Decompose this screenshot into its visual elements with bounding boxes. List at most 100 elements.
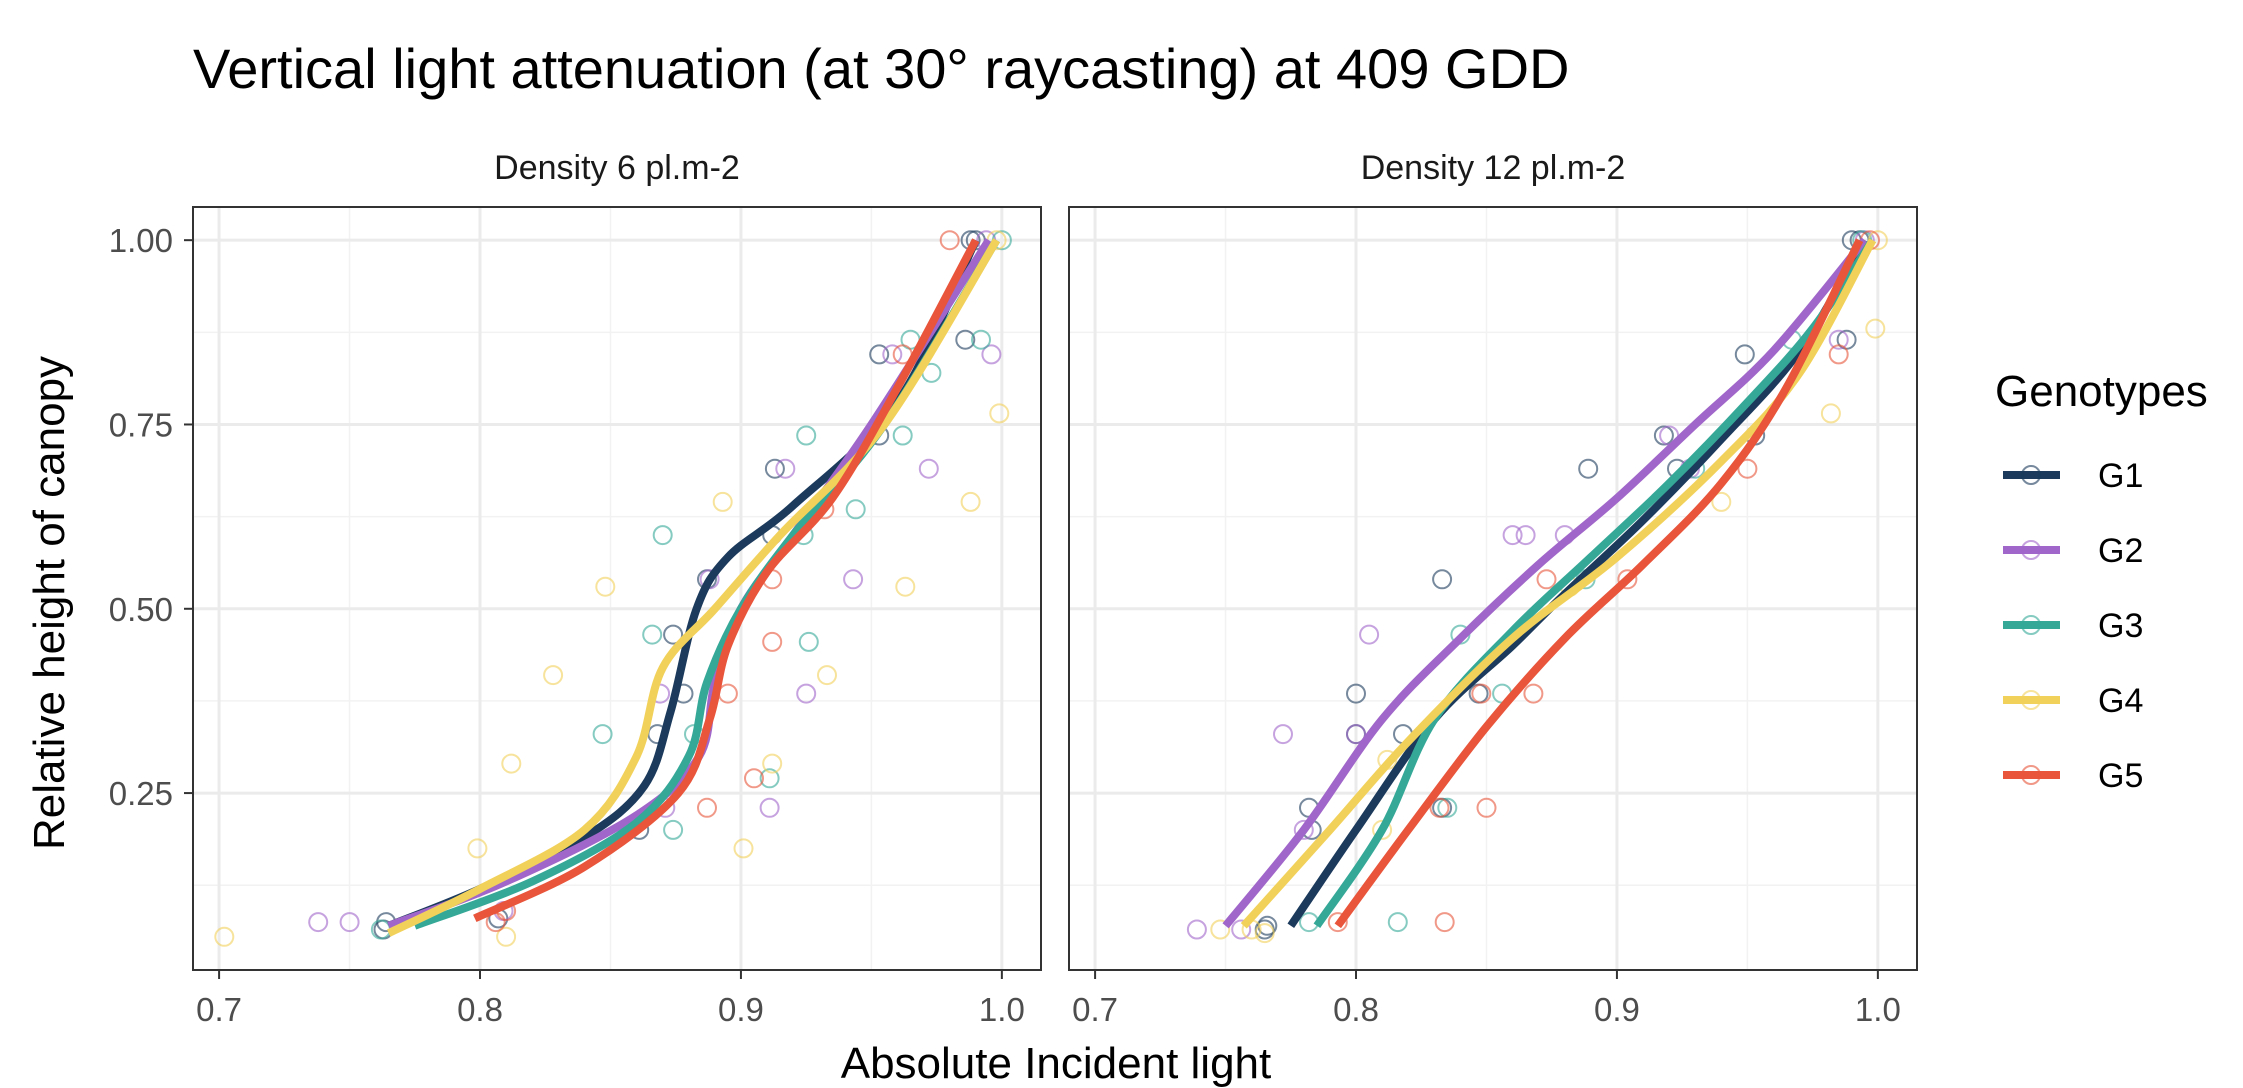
data-point-g4 [1865,318,1886,339]
panel-strip-label: Density 6 pl.m-2 [494,149,740,187]
data-point-g5 [697,797,717,818]
data-point-g1 [1346,683,1366,704]
legend-marker [2021,540,2041,560]
data-point-g1 [1653,425,1674,446]
data-point-g5 [1536,569,1557,590]
smooth-curve-g2 [1222,237,1868,929]
data-point-g5 [1737,458,1758,479]
data-point-g2 [1515,525,1536,546]
data-point-g4 [817,665,837,686]
data-point-g4 [543,665,564,686]
data-point-g4 [989,403,1010,424]
data-point-g5 [1429,797,1450,818]
y-tick-label: 0.50 [109,591,173,628]
data-point-g4 [501,753,522,774]
legend-key-g4: G4 [2003,682,2143,720]
data-point-g5 [1434,912,1455,933]
data-point-g3 [892,425,913,446]
data-point-g5 [1617,569,1638,590]
legend-marker [2021,690,2041,710]
smooth-curve-g1 [387,238,980,930]
smooth-curve-g4 [386,238,1001,937]
y-tick-label: 0.25 [109,775,173,812]
data-point-g4 [595,576,616,597]
data-point-g1 [955,329,976,350]
data-point-g3 [759,768,780,789]
data-point-g2 [1346,724,1366,745]
data-point-g2 [1293,819,1314,840]
data-point-g5 [939,230,960,251]
data-point-g2 [796,683,817,704]
data-point-g5 [1471,683,1492,704]
data-point-g4 [1711,491,1732,512]
data-point-g4 [214,926,235,947]
data-point-g2 [882,344,903,365]
data-point-g3 [1437,797,1458,818]
x-tick-label: 0.9 [718,991,764,1028]
data-point-g1 [764,458,785,479]
chart-title: Vertical light attenuation (at 30° rayca… [193,37,1569,100]
data-point-g4 [712,491,733,512]
data-point-g3 [796,425,817,446]
data-point-g2 [843,569,864,590]
x-tick-label: 0.7 [196,991,242,1028]
panel-strip-label: Density 12 pl.m-2 [1361,149,1626,187]
data-point-g2 [1186,919,1207,940]
legend: Genotypes G1 G2 G3 G4 G5 [1995,367,2208,795]
data-point-g5 [1828,344,1849,365]
data-point-g4 [1254,923,1275,944]
data-point-g4 [1372,819,1393,840]
legend-title: Genotypes [1995,367,2208,416]
data-point-g3 [592,724,613,745]
data-point-g1 [869,344,890,365]
data-point-g5 [1327,912,1348,933]
legend-label: G3 [2098,607,2143,645]
data-point-g1 [1432,569,1453,590]
legend-label: G4 [2098,682,2143,720]
x-tick-label: 0.8 [1333,991,1379,1028]
legend-marker [2021,465,2041,485]
data-point-g2 [1359,624,1380,645]
data-point-g4 [960,491,981,512]
data-point-g4 [762,753,783,774]
y-axis-title: Relative height of canopy [25,356,74,850]
data-point-g2 [1273,724,1293,745]
x-tick-label: 0.7 [1072,991,1118,1028]
data-point-g2 [981,344,1002,365]
data-point-g3 [663,819,684,840]
data-point-g2 [339,912,360,933]
data-point-g4 [1820,403,1841,424]
x-tick-label: 0.8 [457,991,503,1028]
smooth-curve-g5 [473,238,980,923]
x-tick-label: 0.9 [1594,991,1640,1028]
y-tick-label: 0.75 [109,406,173,443]
data-point-g5 [762,631,783,652]
data-point-g1 [663,624,684,645]
data-point-g2 [918,458,939,479]
x-tick-label: 1.0 [979,991,1025,1028]
data-point-g3 [1387,912,1408,933]
data-point-g4 [467,838,488,859]
smooth-curve-g3 [1313,237,1876,929]
panel-border [1068,206,1918,971]
data-point-g5 [1476,797,1497,818]
legend-label: G2 [2098,532,2143,570]
data-point-g3 [798,631,819,652]
data-point-g2 [1828,329,1849,350]
data-point-g4 [496,926,517,947]
data-point-g3 [642,624,663,645]
data-point-g3 [845,499,866,520]
x-axis-title: Absolute Incident light [841,1039,1272,1088]
y-tick-label: 1.00 [109,222,173,259]
data-point-g1 [1578,458,1599,479]
data-point-g2 [308,912,329,933]
smooth-curve-g5 [1334,238,1864,929]
data-point-g2 [775,458,796,479]
facet-panels: Density 6 pl.m-2 0.7 0.8 0.9 1.0 0.25 0.50 0.75… [109,149,1918,1028]
data-point-g1 [1734,344,1755,365]
x-tick-label: 1.0 [1855,991,1901,1028]
data-point-g2 [759,797,780,818]
legend-marker [2021,615,2041,635]
legend-key-g5: G5 [2003,757,2143,795]
